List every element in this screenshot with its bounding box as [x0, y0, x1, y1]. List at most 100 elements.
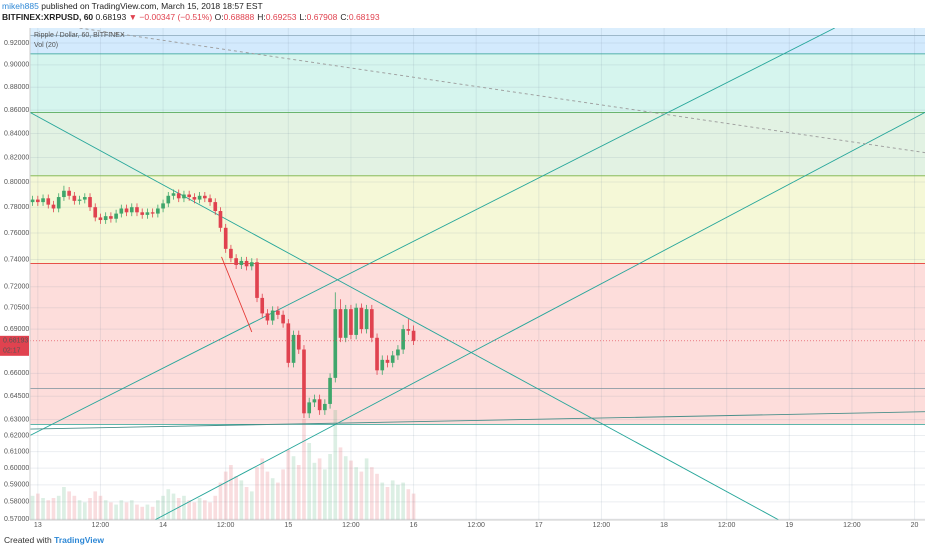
volume-bar: [364, 458, 369, 520]
candle-body: [182, 194, 186, 199]
x-tick-label: 18: [660, 522, 668, 529]
candle-body: [338, 309, 343, 338]
x-tick-label: 12:00: [342, 522, 360, 529]
y-tick-label: 0.62000: [4, 432, 29, 439]
candle-body: [291, 334, 296, 363]
x-tick-label: 12:00: [843, 522, 861, 529]
x-tick-label: 12:00: [467, 522, 485, 529]
volume-bar: [46, 500, 51, 520]
ohlc-value: 0.68888: [223, 12, 255, 22]
x-tick-label: 19: [785, 522, 793, 529]
candle-body: [255, 262, 259, 298]
candle-body: [354, 307, 358, 335]
volume-bar: [187, 500, 191, 520]
volume-bar: [166, 489, 171, 520]
candle-body: [72, 195, 77, 201]
volume-bar: [286, 449, 291, 520]
volume-bar: [72, 495, 77, 520]
volume-bar: [291, 456, 296, 520]
last-price: 0.68193: [95, 12, 127, 22]
trend-line: [30, 28, 835, 436]
published: published on TradingView.com, March 15, …: [41, 1, 263, 11]
volume-bar: [197, 498, 202, 520]
candle-body: [156, 208, 160, 214]
candle-body: [103, 216, 108, 221]
candle-body: [140, 212, 145, 215]
volume-bar: [281, 469, 285, 520]
volume-bar: [338, 447, 343, 520]
trend-line: [30, 411, 925, 430]
ohlc-key: C:: [340, 12, 349, 22]
candle-body: [406, 329, 411, 331]
candle-body: [56, 197, 61, 209]
ohlc-value: 0.67908: [306, 12, 338, 22]
fib-band: [30, 35, 925, 54]
candle-body: [77, 199, 82, 201]
x-tick-label: 12:00: [593, 522, 611, 529]
candle-body: [41, 198, 45, 203]
trend-line: [79, 28, 925, 154]
y-tick-label: 0.66000: [4, 370, 29, 377]
candle-body: [114, 213, 118, 219]
volume-bar: [385, 487, 390, 520]
volume-bar: [255, 467, 259, 520]
volume-bar: [333, 410, 338, 520]
created: Created with: [4, 535, 52, 545]
y-tick-label: 0.88000: [4, 84, 29, 91]
brand[interactable]: TradingView: [54, 535, 105, 545]
candle-body: [349, 309, 353, 335]
candle-body: [369, 309, 374, 338]
ohlc-key: H:: [257, 12, 266, 22]
volume-bar: [135, 504, 139, 520]
volume-bar: [390, 480, 395, 520]
candle-body: [176, 193, 181, 199]
candle-body: [109, 216, 113, 219]
x-tick-label: 12:00: [217, 522, 235, 529]
volume-bar: [296, 465, 301, 520]
symbol: BITFINEX:XRPUSD, 60: [2, 12, 94, 22]
x-tick-label: 12:00: [92, 522, 110, 529]
author[interactable]: mikeh885: [2, 1, 39, 11]
candle-body: [187, 194, 191, 198]
volume-bar: [41, 498, 45, 520]
volume-bar: [30, 495, 35, 520]
volume-bar: [202, 500, 207, 520]
volume-bar: [354, 467, 358, 520]
candle-body: [317, 399, 322, 411]
candle-body: [307, 402, 312, 414]
volume-bar: [244, 487, 249, 520]
candle-body: [197, 195, 202, 200]
y-tick-label: 0.70500: [4, 305, 29, 312]
price-tag-price: 0.68193: [3, 338, 28, 345]
volume-bar: [192, 502, 197, 520]
candle-body: [145, 212, 150, 215]
volume-bar: [223, 471, 228, 520]
candle-body: [202, 195, 207, 199]
fib-band: [30, 263, 925, 389]
candle-body: [296, 334, 301, 350]
volume-bar: [129, 500, 134, 520]
symbol-line: BITFINEX:XRPUSD, 60 0.68193 ▼ −0.00347 (…: [2, 12, 383, 22]
volume-bar: [56, 495, 61, 520]
volume-bar: [343, 456, 348, 520]
candle-body: [88, 197, 92, 208]
x-tick-label: 16: [410, 522, 418, 529]
candle-body: [265, 313, 270, 321]
candle-body: [213, 202, 218, 212]
y-tick-label: 0.63000: [4, 416, 29, 423]
volume-bar: [161, 495, 165, 520]
volume-bar: [124, 502, 129, 520]
candle-body: [312, 399, 317, 403]
legend-series: Ripple / Dollar, 60, BITFINEX: [34, 32, 125, 39]
candle-body: [281, 314, 285, 324]
y-tick-label: 0.61000: [4, 449, 29, 456]
candle-body: [229, 248, 233, 259]
volume-bar: [109, 502, 113, 520]
volume-bar: [328, 454, 332, 520]
candle-body: [98, 217, 103, 221]
volume-bar: [51, 498, 56, 520]
volume-bar: [411, 493, 416, 520]
candle-body: [375, 337, 379, 371]
x-tick-label: 14: [159, 522, 167, 529]
fib-band: [30, 28, 925, 36]
